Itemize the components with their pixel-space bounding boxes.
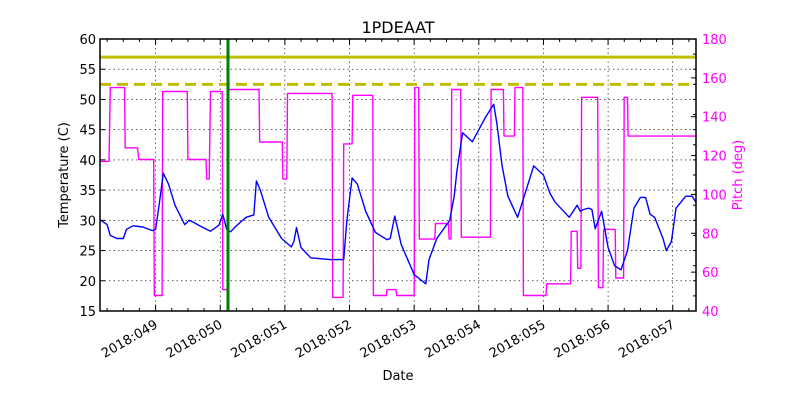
chart-title: 1PDEAAT: [361, 18, 434, 37]
y-right-tick-label: 100: [702, 188, 727, 203]
y-tick-label: 25: [79, 245, 96, 260]
y-tick-label: 40: [79, 154, 96, 169]
y-axis-label: Temperature (C): [57, 122, 72, 229]
y-tick-label: 60: [79, 33, 96, 48]
y-tick-label: 15: [79, 305, 96, 320]
y-right-tick-label: 180: [702, 33, 727, 48]
x-tick-label: 2018:054: [422, 317, 483, 361]
x-tick-label: 2018:050: [164, 317, 225, 361]
y-axis-right-label: Pitch (deg): [731, 140, 746, 210]
y-right-tick-label: 140: [702, 111, 727, 126]
y-right-tick-label: 160: [702, 72, 727, 87]
y-right-tick-label: 40: [702, 305, 719, 320]
x-tick-label: 2018:051: [228, 317, 289, 361]
y-tick-label: 50: [79, 93, 96, 108]
right-axis: 40 60 80 100 120 140 160 180: [691, 33, 727, 320]
y-tick-label: 20: [79, 275, 96, 290]
series-layer: [99, 86, 697, 299]
y-right-tick-label: 120: [702, 150, 727, 165]
reference-lines: [100, 55, 696, 86]
y-tick-label: 30: [79, 214, 96, 229]
x-tick-label: 2018:053: [358, 317, 419, 361]
plot-area: [100, 39, 696, 311]
x-axis-label: Date: [382, 369, 413, 384]
temperature-series-line: [99, 103, 697, 285]
x-tick-label: 2018:052: [293, 317, 354, 361]
x-tick-label: 2018:049: [99, 317, 160, 361]
y-tick-label: 55: [79, 63, 96, 78]
y-tick-label: 45: [79, 124, 96, 139]
y-right-tick-label: 80: [702, 227, 719, 242]
x-tick-label: 2018:056: [552, 317, 613, 361]
left-axis: 15 20 25 30 35 40 45 50 55 60: [79, 33, 696, 320]
y-right-tick-label: 60: [702, 266, 719, 281]
pitch-series-line: [100, 86, 696, 299]
x-tick-label: 2018:057: [616, 317, 677, 361]
x-tick-label: 2018:055: [487, 317, 548, 361]
y-tick-label: 35: [79, 184, 96, 199]
